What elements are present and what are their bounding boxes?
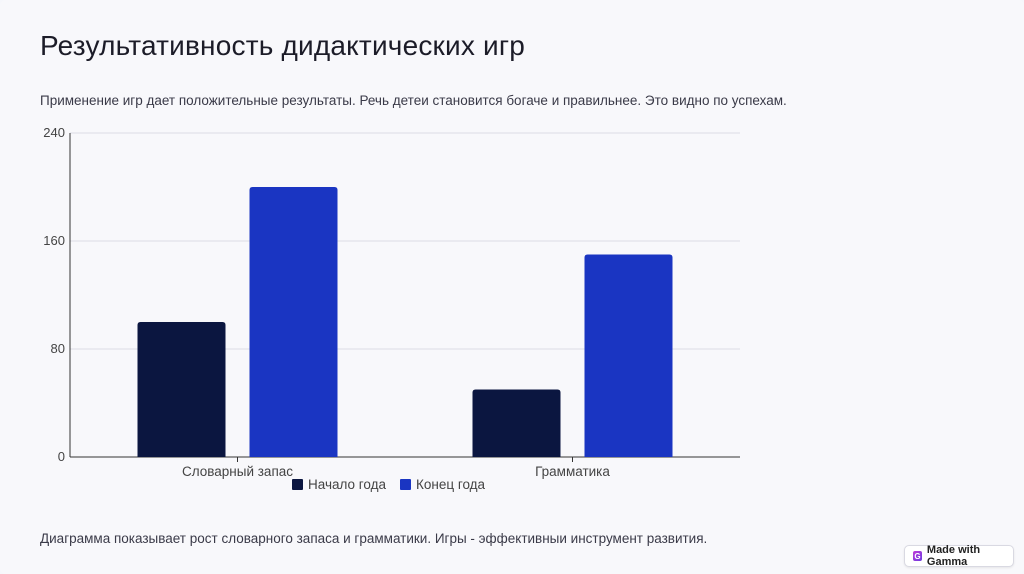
x-category-label: Грамматика xyxy=(535,464,610,479)
y-tick-label: 0 xyxy=(58,449,65,464)
slide-footer-text: Диаграмма показывает рост словарного зап… xyxy=(40,531,708,546)
bar-end-1 xyxy=(584,254,673,457)
made-with-gamma-badge[interactable]: G Made with Gamma xyxy=(904,544,1014,568)
legend-swatch-end xyxy=(400,479,412,490)
chart-legend: Начало года Конец года xyxy=(292,477,485,492)
badge-label: Made with Gamma xyxy=(926,544,981,568)
gamma-logo-icon: G xyxy=(913,551,922,561)
x-category-label: Словарный запас xyxy=(182,464,293,479)
y-tick-label: 160 xyxy=(43,233,65,248)
y-tick-label: 80 xyxy=(51,341,65,356)
legend-item-start: Начало года xyxy=(292,477,386,492)
y-tick-label: 240 xyxy=(43,125,65,140)
bar-start-1 xyxy=(472,389,561,457)
legend-swatch-start xyxy=(292,479,303,490)
bar-end-0 xyxy=(249,187,338,457)
legend-item-end: Конец года xyxy=(400,477,485,492)
slide-title: Результативность дидактических игр xyxy=(40,30,526,61)
legend-label-end: Конец года xyxy=(416,477,486,492)
slide-subtitle: Применение игр дает положительные резуль… xyxy=(40,93,787,108)
legend-label-start: Начало года xyxy=(308,477,387,492)
bar-start-0 xyxy=(137,322,226,457)
